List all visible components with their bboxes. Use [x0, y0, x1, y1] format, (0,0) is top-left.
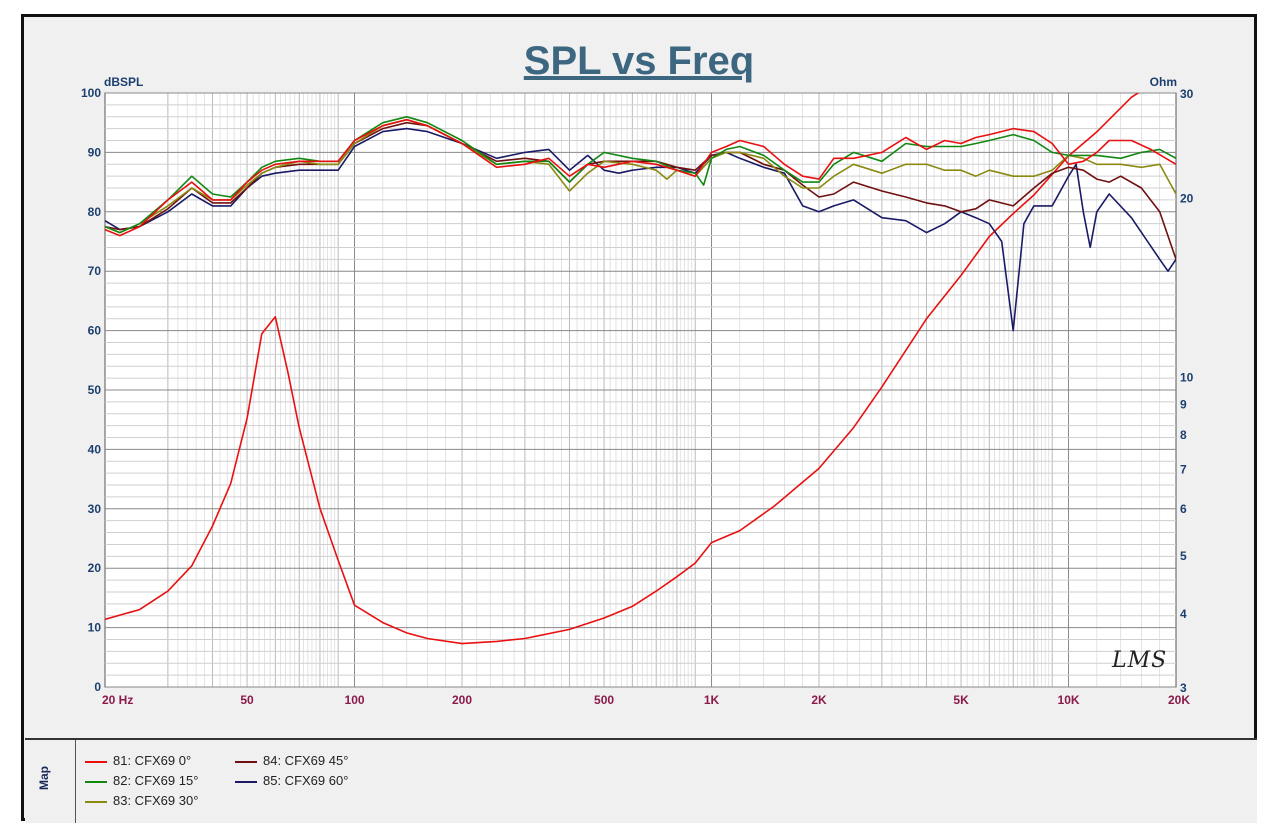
y-tick-label-left: 40 [88, 442, 102, 456]
impedance-line [105, 93, 1140, 645]
y-tick-label-right: 4 [1180, 607, 1187, 621]
y-tick-label-left: 60 [88, 324, 102, 338]
y-tick-label-right: 7 [1180, 462, 1187, 476]
y-tick-label-left: 80 [88, 205, 102, 219]
y-tick-label-left: 30 [88, 502, 102, 516]
y-tick-label-left: 20 [88, 561, 102, 575]
spl-chart: dBSPL 0 10 20 30 40 50 60 70 80 90 100 Ohm 3 4 5 6 7 8 9 10 2… [81, 75, 1194, 707]
y-tick-label-right: 30 [1180, 87, 1194, 101]
y-tick-label-left: 10 [88, 621, 102, 635]
chart-title: SPL vs Freq [523, 39, 755, 83]
x-tick-label: 2K [811, 693, 827, 707]
legend-item-30deg: 83: CFX69 30° [85, 793, 198, 808]
x-tick-label: 100 [345, 693, 365, 707]
legend-title: Map [37, 766, 51, 790]
legend-item-15deg: 82: CFX69 15° [85, 773, 198, 788]
legend-side-tab: Map [25, 740, 76, 823]
legend-item-0deg: 81: CFX69 0° [85, 753, 191, 768]
x-tick-label: 50 [240, 693, 254, 707]
spl-line-0 [105, 118, 1176, 237]
legend-swatch [235, 760, 257, 763]
legend-swatch [85, 760, 107, 763]
y-tick-label-left: 90 [88, 145, 102, 159]
x-tick-label: 5K [953, 693, 969, 707]
y-tick-label-right: 3 [1180, 681, 1187, 695]
y-tick-label-right: 10 [1180, 370, 1194, 384]
x-tick-label: 500 [594, 693, 614, 707]
legend-item-45deg: 84: CFX69 45° [235, 753, 348, 768]
y-tick-label-right: 5 [1180, 549, 1187, 563]
y-tick-label-left: 50 [88, 383, 102, 397]
y-axis-label-right: Ohm [1150, 75, 1177, 89]
legend-panel: Map 81: CFX69 0° 82: CFX69 15° 83: CFX69… [25, 738, 1257, 823]
x-tick-label: 200 [452, 693, 472, 707]
x-tick-label: 20K [1168, 693, 1190, 707]
spl-line-1 [105, 116, 1176, 234]
legend-swatch [85, 800, 107, 803]
x-tick-label: 1K [704, 693, 720, 707]
y-tick-label-left: 70 [88, 264, 102, 278]
y-tick-label-right: 8 [1180, 428, 1187, 442]
legend-swatch [85, 780, 107, 783]
legend-item-60deg: 85: CFX69 60° [235, 773, 348, 788]
y-tick-label-right: 20 [1180, 192, 1194, 206]
y-tick-label-right: 9 [1180, 398, 1187, 412]
y-tick-label-left: 0 [94, 680, 101, 694]
y-tick-label-right: 6 [1180, 502, 1187, 516]
y-axis-label-left: dBSPL [104, 75, 143, 89]
x-tick-label: 10K [1058, 693, 1080, 707]
lms-watermark: LMS [1112, 648, 1168, 673]
x-tick-label: 20 Hz [102, 693, 133, 707]
y-tick-label-left: 100 [81, 86, 101, 100]
legend-swatch [235, 780, 257, 783]
